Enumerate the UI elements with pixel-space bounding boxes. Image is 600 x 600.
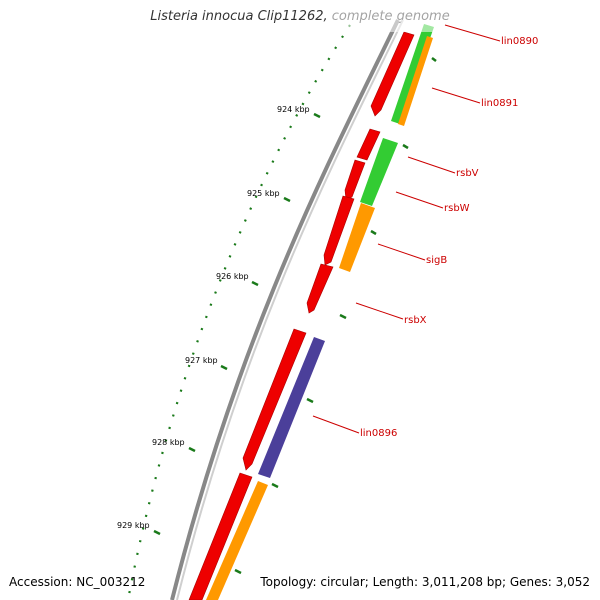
cds-lin0891: [356, 128, 381, 161]
orange-feature-lower: [206, 481, 268, 600]
cds-rsbV: [344, 159, 366, 201]
leader-lin0896: [312, 415, 360, 434]
genome-backbone: [170, 19, 400, 600]
scale-dotted-line: [126, 24, 351, 600]
inner-tick: [271, 482, 279, 489]
gene-label-rsbV: rsbV: [456, 168, 479, 179]
cds-rsbW: [323, 195, 355, 266]
title-fade: [330, 0, 460, 32]
tick-label-924: 924 kbp: [277, 105, 310, 114]
tick-926: [251, 280, 259, 287]
orange-feature-top: [398, 36, 433, 126]
cds-features: [188, 31, 415, 600]
inner-tick: [402, 143, 409, 150]
tick-928: [188, 446, 196, 453]
inner-tick: [306, 397, 314, 404]
major-ticks: [153, 112, 321, 536]
gene-label-sigB: sigB: [426, 255, 447, 266]
tick-label-928: 928 kbp: [152, 438, 185, 447]
leader-lin0891: [431, 87, 481, 104]
genome-summary: Topology: circular; Length: 3,011,208 bp…: [260, 575, 590, 589]
tick-924: [313, 112, 321, 119]
accession-label: Accession: NC_003212: [9, 575, 146, 589]
leader-rsbX: [355, 302, 404, 320]
tick-929: [153, 529, 161, 536]
leader-lin0890: [444, 24, 501, 42]
cds-lin0890: [370, 31, 415, 117]
purple-feature: [258, 337, 325, 478]
genome-backbone-shadow: [176, 19, 404, 600]
tick-927: [220, 364, 228, 371]
inner-tick: [339, 313, 347, 320]
gene-label-lin0890: lin0890: [501, 36, 538, 47]
cds-lin0896: [242, 328, 307, 471]
tick-label-925: 925 kbp: [247, 189, 280, 198]
green-feature-mid: [360, 138, 398, 206]
tick-label-926: 926 kbp: [216, 272, 249, 281]
leader-rsbV: [407, 156, 456, 174]
gene-label-lin0891: lin0891: [481, 98, 518, 109]
inner-tick: [431, 57, 437, 62]
inner-tick: [370, 229, 377, 236]
gene-label-rsbW: rsbW: [444, 203, 470, 214]
inner-tick: [234, 568, 242, 575]
cds-lower: [188, 472, 253, 600]
tick-label-929: 929 kbp: [117, 521, 150, 530]
leader-rsbW: [395, 191, 444, 209]
tick-925: [283, 196, 291, 203]
leader-sigB: [377, 243, 426, 261]
orange-feature-mid: [339, 203, 375, 272]
inner-ticks: [234, 57, 437, 575]
gene-leaders: [312, 24, 501, 434]
gene-label-rsbX: rsbX: [404, 315, 427, 326]
tick-label-927: 927 kbp: [185, 356, 218, 365]
gene-label-lin0896: lin0896: [360, 428, 397, 439]
cds-sigB: [306, 263, 334, 314]
